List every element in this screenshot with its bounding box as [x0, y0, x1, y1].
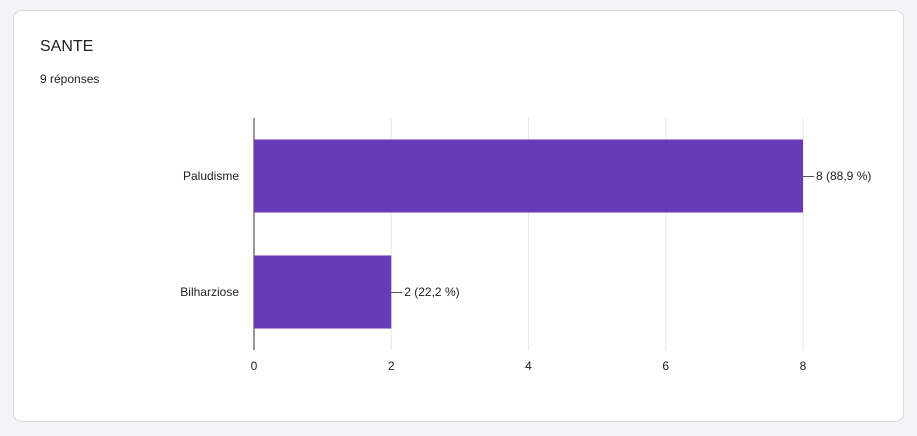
- x-tick-label: 8: [800, 359, 807, 373]
- x-tick-label: 4: [525, 359, 532, 373]
- chart-subtitle: 9 réponses: [40, 72, 99, 86]
- y-tick-label: Paludisme: [183, 169, 239, 183]
- chart-title: SANTE: [40, 38, 93, 55]
- value-label: 2 (22,2 %): [404, 285, 459, 299]
- bar: [254, 255, 392, 329]
- value-label: 8 (88,9 %): [816, 169, 871, 183]
- x-tick-label: 0: [251, 359, 258, 373]
- y-tick-label: Bilharziose: [180, 285, 239, 299]
- card: [13, 10, 904, 422]
- bar: [254, 139, 803, 213]
- x-tick-label: 2: [388, 359, 395, 373]
- x-tick-label: 6: [662, 359, 669, 373]
